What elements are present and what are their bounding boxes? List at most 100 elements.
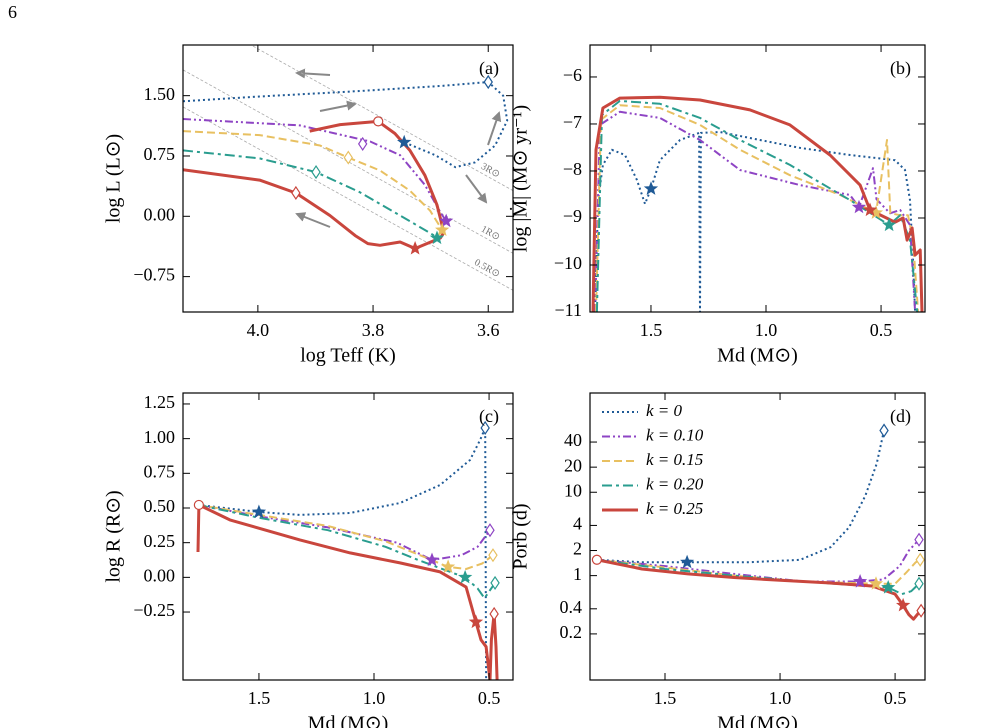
x-tick-label: 1.5	[248, 688, 271, 708]
legend-label: k = 0.20	[646, 474, 704, 493]
x-tick-label: 1.5	[640, 320, 663, 340]
series-line	[596, 558, 923, 621]
panel	[196, 427, 499, 680]
star-marker	[896, 597, 911, 612]
star-marker	[408, 241, 423, 255]
radius-line	[183, 69, 513, 254]
y-tick-label: −11	[555, 300, 582, 320]
diamond-marker	[914, 532, 924, 547]
y-tick-label: 1.25	[144, 392, 176, 412]
circle-marker	[591, 554, 603, 565]
diamond-marker	[291, 185, 301, 201]
x-tick-label: 3.8	[362, 320, 385, 340]
diamond-marker	[490, 575, 500, 590]
diamond-marker	[480, 420, 490, 436]
y-tick-label: 0.4	[560, 597, 583, 617]
y-tick-label: −7	[563, 112, 582, 132]
series-line	[183, 119, 446, 250]
x-tick-label: 1.0	[769, 688, 792, 708]
series-line	[596, 558, 920, 596]
star-marker	[441, 559, 456, 573]
star-marker	[868, 205, 884, 219]
arrow	[295, 212, 331, 228]
star-marker	[435, 222, 450, 236]
star-marker	[429, 230, 445, 245]
y-tick-label: 0.25	[144, 531, 176, 551]
radius-line	[183, 106, 513, 291]
y-tick-label: −0.25	[133, 600, 175, 620]
star-marker	[882, 217, 897, 232]
star-marker	[643, 181, 659, 195]
x-axis-label: Md (M⊙)	[717, 713, 798, 728]
diamond-marker	[311, 164, 321, 180]
circle-marker	[193, 499, 204, 511]
star-marker	[458, 569, 473, 584]
y-axis-label: log R (R⊙)	[103, 490, 125, 582]
panel-label: (d)	[890, 406, 911, 427]
panel	[183, 45, 513, 291]
y-tick-label: 0.00	[144, 204, 176, 224]
legend-label: k = 0.15	[646, 450, 703, 469]
y-tick-label: 0.75	[144, 461, 176, 481]
y-tick-label: 40	[564, 430, 582, 450]
star-marker	[424, 552, 440, 567]
diamond-marker	[357, 136, 368, 152]
x-axis-label: Md (M⊙)	[717, 345, 798, 367]
star-marker	[868, 576, 884, 590]
diamond-marker	[879, 423, 889, 438]
y-tick-label: −8	[563, 159, 582, 179]
star-marker	[862, 202, 878, 217]
y-tick-label: −9	[563, 206, 582, 226]
legend-label: k = 0.10	[646, 425, 704, 444]
series-line	[183, 130, 444, 231]
x-tick-label: 4.0	[247, 320, 270, 340]
x-axis-label: Md (M⊙)	[308, 713, 389, 728]
x-tick-label: 1.5	[654, 688, 677, 708]
panel-label: (b)	[890, 58, 911, 79]
y-axis-label: log |Ṁ| (M⊙ yr⁻¹)	[509, 105, 532, 252]
star-marker	[680, 554, 695, 569]
star-marker	[853, 574, 868, 588]
x-tick-label: 1.0	[755, 320, 778, 340]
y-tick-label: 2	[573, 539, 582, 559]
x-tick-label: 1.0	[363, 688, 386, 708]
y-tick-label: 20	[564, 455, 582, 475]
axes-frame	[589, 44, 926, 313]
radius-label: 1R⊙	[479, 224, 502, 243]
diamond-marker	[343, 150, 354, 165]
series-line	[596, 430, 885, 564]
y-tick-label: 0.00	[144, 565, 176, 585]
series-line	[197, 503, 494, 570]
diamond-marker	[485, 523, 495, 538]
page-number: 6	[8, 2, 17, 22]
axes-frame	[589, 392, 926, 681]
panel	[591, 95, 924, 312]
arrow	[487, 111, 502, 146]
diamond-marker	[489, 606, 499, 622]
star-marker	[397, 134, 412, 149]
y-tick-label: 0.75	[144, 144, 176, 164]
x-tick-label: 0.5	[884, 688, 907, 708]
legend-label: k = 0	[646, 401, 683, 420]
series-line	[591, 95, 924, 312]
y-tick-label: 1	[573, 564, 582, 584]
y-tick-label: −6	[563, 65, 582, 85]
y-axis-label: log L (L⊙)	[103, 134, 125, 223]
radius-label: 3R⊙	[479, 161, 502, 180]
series-line	[596, 539, 920, 583]
star-marker	[881, 580, 896, 594]
star-marker	[251, 504, 267, 519]
series-line	[197, 427, 488, 680]
diamond-marker	[916, 603, 926, 618]
series-line	[196, 503, 499, 680]
legend-label: k = 0.25	[646, 499, 703, 518]
panel-label: (a)	[479, 58, 499, 79]
star-marker	[851, 199, 867, 214]
y-tick-label: 0.50	[144, 496, 176, 516]
axes-frame	[182, 392, 514, 681]
star-marker	[439, 213, 454, 228]
radius-label: 0.5R⊙	[472, 257, 501, 280]
y-tick-label: 0.2	[560, 622, 583, 642]
axes-frame	[182, 44, 514, 313]
